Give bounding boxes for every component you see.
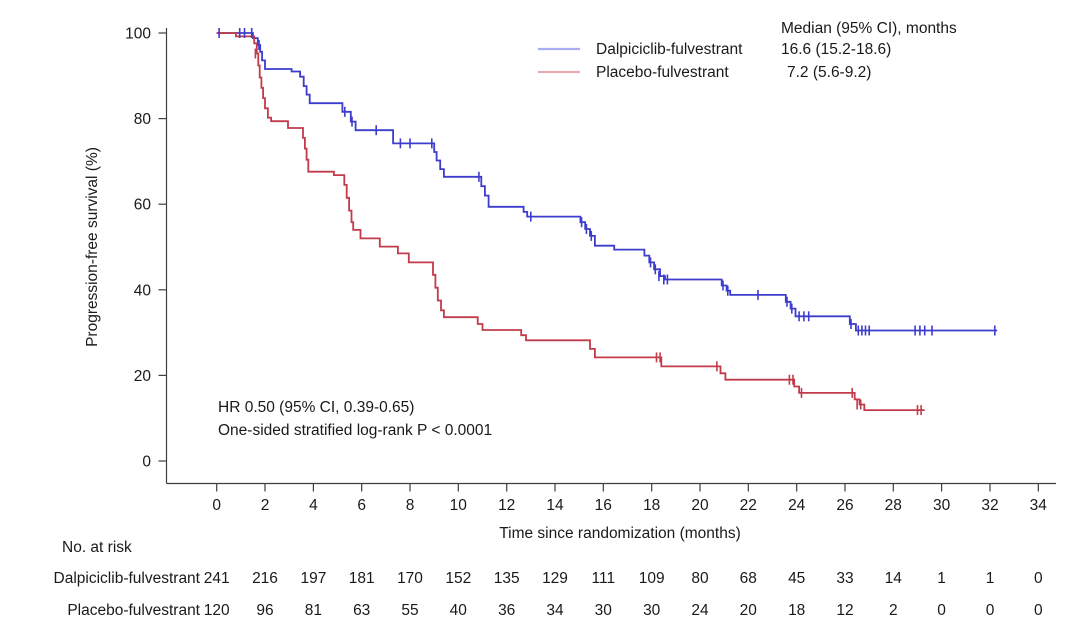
at-risk-count-dalpiciclib-fulvestrant-t10: 152 [445, 570, 471, 587]
x-axis-ticks: 0 2 4 6 8 10 12 14 16 18 20 22 24 26 28 30 32 34 [212, 483, 1048, 514]
x-tick-label-12: 12 [498, 497, 515, 514]
km-curve-dalpiciclib-fulvestrant [216, 32, 998, 332]
at-risk-count-placebo-fulvestrant-t20: 24 [691, 602, 709, 619]
at-risk-count-dalpiciclib-fulvestrant-t22: 68 [740, 570, 757, 587]
x-tick-label-20: 20 [691, 497, 709, 514]
y-axis-ticks: 0 20 40 60 80 100 [125, 26, 167, 471]
x-tick-label-14: 14 [546, 497, 564, 514]
at-risk-count-placebo-fulvestrant-t8: 55 [401, 602, 418, 619]
x-tick-label-34: 34 [1030, 497, 1048, 514]
at-risk-count-dalpiciclib-fulvestrant-t30: 1 [937, 570, 946, 587]
at-risk-count-dalpiciclib-fulvestrant-t2: 216 [252, 570, 278, 587]
y-tick-label-80: 80 [134, 111, 152, 128]
at-risk-count-dalpiciclib-fulvestrant-t20: 80 [691, 570, 709, 587]
at-risk-count-placebo-fulvestrant-t30: 0 [937, 602, 946, 619]
axes [165, 28, 1056, 485]
y-tick-label-40: 40 [134, 282, 152, 299]
at-risk-count-dalpiciclib-fulvestrant-t12: 135 [494, 570, 520, 587]
pvalue-annotation: One-sided stratified log-rank P < 0.0001 [218, 422, 492, 439]
at-risk-counts: 241 216 197 181 170 152 135 129 111 109 80 68 45 33 14… [204, 570, 1043, 619]
at-risk-count-dalpiciclib-fulvestrant-t14: 129 [542, 570, 568, 587]
at-risk-count-placebo-fulvestrant-t32: 0 [986, 602, 995, 619]
y-tick-label-60: 60 [134, 197, 152, 214]
censor-marks [218, 28, 996, 416]
at-risk-count-placebo-fulvestrant-t16: 30 [595, 602, 613, 619]
at-risk-count-placebo-fulvestrant-t12: 36 [498, 602, 515, 619]
at-risk-count-placebo-fulvestrant-t0: 120 [204, 602, 230, 619]
at-risk-count-placebo-fulvestrant-t34: 0 [1034, 602, 1043, 619]
at-risk-count-dalpiciclib-fulvestrant-t8: 170 [397, 570, 423, 587]
at-risk-count-dalpiciclib-fulvestrant-t32: 1 [986, 570, 995, 587]
x-tick-label-18: 18 [643, 497, 660, 514]
y-tick-label-0: 0 [142, 454, 151, 471]
x-tick-label-16: 16 [595, 497, 612, 514]
x-tick-label-2: 2 [261, 497, 270, 514]
at-risk-count-dalpiciclib-fulvestrant-t4: 197 [300, 570, 326, 587]
y-tick-label-100: 100 [125, 26, 151, 43]
at-risk-count-placebo-fulvestrant-t26: 12 [836, 602, 853, 619]
at-risk-count-placebo-fulvestrant-t4: 81 [305, 602, 322, 619]
x-tick-label-10: 10 [450, 497, 468, 514]
at-risk-count-dalpiciclib-fulvestrant-t34: 0 [1034, 570, 1043, 587]
x-tick-label-6: 6 [357, 497, 366, 514]
x-tick-label-22: 22 [740, 497, 757, 514]
survival-curves [216, 32, 998, 411]
at-risk-row-label-placebo-fulvestrant: Placebo-fulvestrant [67, 602, 200, 619]
x-tick-label-26: 26 [836, 497, 853, 514]
at-risk-count-placebo-fulvestrant-t22: 20 [740, 602, 758, 619]
at-risk-row-label-dalpiciclib-fulvestrant: Dalpiciclib-fulvestrant [54, 570, 201, 587]
at-risk-count-dalpiciclib-fulvestrant-t6: 181 [349, 570, 375, 587]
at-risk-count-placebo-fulvestrant-t10: 40 [450, 602, 468, 619]
legend-median-placebo-fulvestrant: 7.2 (5.6-9.2) [787, 64, 871, 81]
y-axis-title: Progression-free survival (%) [84, 147, 101, 347]
x-tick-label-28: 28 [885, 497, 902, 514]
at-risk-count-dalpiciclib-fulvestrant-t24: 45 [788, 570, 805, 587]
at-risk-count-dalpiciclib-fulvestrant-t16: 111 [592, 570, 616, 587]
x-tick-label-32: 32 [981, 497, 998, 514]
at-risk-count-dalpiciclib-fulvestrant-t18: 109 [639, 570, 665, 587]
hr-annotation: HR 0.50 (95% CI, 0.39-0.65) [218, 399, 414, 416]
at-risk-count-placebo-fulvestrant-t2: 96 [256, 602, 273, 619]
at-risk-count-placebo-fulvestrant-t24: 18 [788, 602, 805, 619]
legend: Dalpiciclib-fulvestrant Placebo-fulvestr… [538, 20, 957, 81]
at-risk-title: No. at risk [62, 539, 132, 556]
at-risk-count-dalpiciclib-fulvestrant-t28: 14 [885, 570, 903, 587]
at-risk-count-placebo-fulvestrant-t18: 30 [643, 602, 661, 619]
km-curve-placebo-fulvestrant [216, 32, 925, 411]
at-risk-count-placebo-fulvestrant-t28: 2 [889, 602, 898, 619]
legend-median-dalpiciclib-fulvestrant: 16.6 (15.2-18.6) [781, 41, 891, 58]
x-tick-label-30: 30 [933, 497, 951, 514]
at-risk-count-dalpiciclib-fulvestrant-t26: 33 [836, 570, 853, 587]
x-axis-title: Time since randomization (months) [499, 525, 740, 542]
x-tick-label-8: 8 [406, 497, 415, 514]
x-tick-label-0: 0 [212, 497, 221, 514]
legend-median-header: Median (95% CI), months [781, 20, 957, 37]
x-tick-label-24: 24 [788, 497, 806, 514]
at-risk-count-placebo-fulvestrant-t6: 63 [353, 602, 370, 619]
legend-label-dalpiciclib-fulvestrant: Dalpiciclib-fulvestrant [596, 41, 743, 58]
x-tick-label-4: 4 [309, 497, 318, 514]
at-risk-count-placebo-fulvestrant-t14: 34 [546, 602, 564, 619]
legend-label-placebo-fulvestrant: Placebo-fulvestrant [596, 64, 729, 81]
y-tick-label-20: 20 [134, 368, 152, 385]
at-risk-count-dalpiciclib-fulvestrant-t0: 241 [204, 570, 230, 587]
